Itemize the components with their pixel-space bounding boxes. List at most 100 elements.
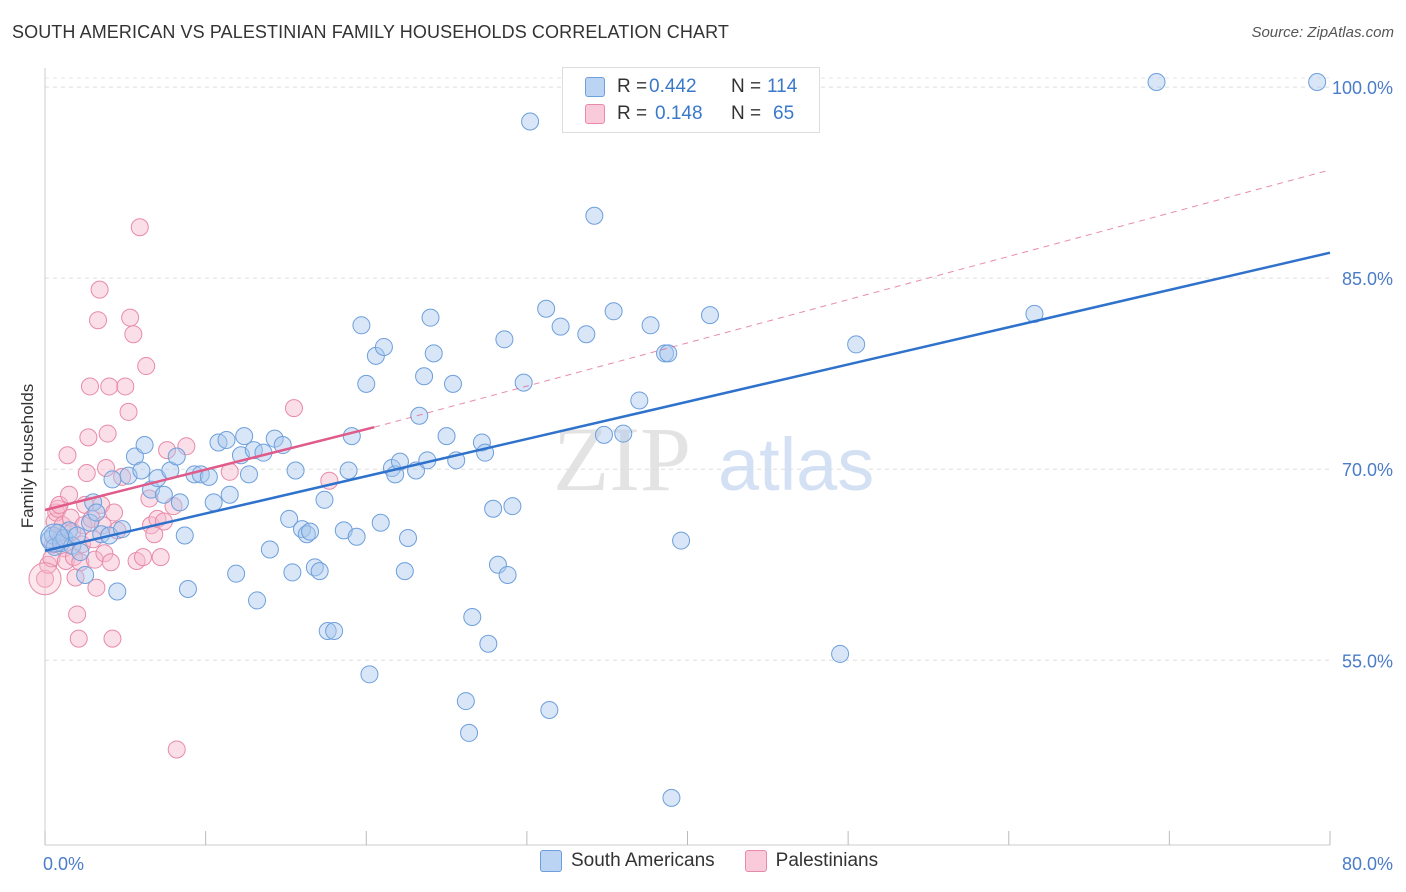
palestinian-point — [101, 553, 120, 572]
y-tick-label: 85.0% — [1342, 269, 1393, 289]
y-tick-label: 70.0% — [1342, 460, 1393, 480]
south-american-point — [352, 316, 371, 335]
legend-swatch-pink — [585, 104, 605, 124]
palestinian-point-cluster — [28, 562, 62, 596]
south-american-point — [360, 665, 379, 684]
south-american-point — [108, 582, 127, 601]
palestinian-point — [89, 311, 108, 330]
source-label: Source: ZipAtlas.com — [1251, 24, 1394, 41]
palestinian-point — [284, 399, 303, 418]
south-american-point — [659, 344, 678, 363]
legend-row-south-americans: R = 0.442 N = 114 — [585, 74, 797, 100]
south-american-point — [175, 526, 194, 545]
south-american-point — [662, 788, 681, 807]
series-legend-palestinians[interactable]: Palestinians — [744, 850, 878, 872]
palestinian-point — [158, 441, 177, 460]
y-tick-label: 55.0% — [1342, 651, 1393, 671]
palestinian-point — [98, 424, 117, 443]
legend-n-value: 65 — [773, 103, 795, 124]
series-legend-south-americans[interactable]: South Americans — [540, 850, 715, 872]
legend-r-value: 0.148 — [655, 103, 703, 124]
watermark-atlas: atlas — [718, 423, 874, 506]
south-american-point — [577, 325, 596, 344]
south-american-point — [297, 525, 316, 544]
palestinian-point — [133, 548, 152, 567]
legend-n-value: 114 — [767, 76, 798, 97]
south-american-point — [614, 424, 633, 443]
south-american-point — [503, 497, 522, 516]
palestinian-point — [60, 485, 79, 504]
legend-r-label: R = — [617, 76, 648, 97]
south-american-point — [672, 531, 691, 550]
y-tick-label: 100.0% — [1332, 78, 1393, 98]
south-american-point — [479, 634, 498, 653]
south-american-point — [318, 622, 337, 641]
south-american-point — [537, 299, 556, 318]
south-american-point — [521, 112, 540, 131]
south-american-point — [399, 529, 418, 548]
palestinian-point — [36, 569, 54, 588]
palestinian-point — [68, 605, 87, 624]
south-american-point — [540, 700, 559, 719]
south-american-point — [167, 447, 186, 466]
y-tick-labels: 55.0% 70.0% 85.0% 100.0% — [1332, 78, 1393, 671]
south-american-point — [286, 461, 305, 480]
palestinian-point — [90, 280, 109, 299]
south-american-point — [585, 206, 604, 225]
series-label-south-americans: South Americans — [571, 850, 715, 871]
south-american-point — [280, 509, 299, 528]
south-american-point — [135, 436, 154, 455]
south-american-point — [170, 493, 189, 512]
south-american-point — [630, 391, 649, 410]
south-american-point — [390, 452, 409, 471]
palestinian-point — [124, 325, 143, 344]
south-american-point — [301, 522, 320, 541]
palestinian-point — [97, 458, 116, 477]
south-american-point-cluster — [40, 523, 70, 553]
x-tick-label: 0.0% — [43, 854, 84, 874]
south-american-point — [415, 367, 434, 386]
south-american-point — [339, 461, 358, 480]
south-american-point — [80, 513, 99, 532]
palestinian-point — [80, 377, 99, 396]
legend-n-label: N = — [731, 76, 762, 97]
south-american-point — [700, 306, 719, 325]
south-americans-points — [40, 73, 1327, 807]
palestinian-point — [151, 548, 170, 567]
palestinian-point — [58, 446, 77, 465]
south-american-point — [217, 430, 236, 449]
palestinian-point — [85, 550, 104, 569]
x-tick-label: 80.0% — [1342, 854, 1393, 874]
legend-swatch-blue — [585, 77, 605, 97]
x-tick-marks — [44, 831, 1331, 845]
palestinian-point — [77, 464, 96, 483]
south-american-point — [220, 485, 239, 504]
south-american-point — [421, 308, 440, 327]
palestinian-point — [103, 629, 122, 648]
south-american-point — [103, 470, 122, 489]
south-american-point — [410, 406, 429, 425]
south-american-point — [374, 337, 393, 356]
south-american-point — [484, 499, 503, 518]
palestinian-point — [69, 629, 88, 648]
palestinian-point — [121, 308, 140, 327]
south-american-point — [154, 485, 173, 504]
south-american-point — [460, 723, 479, 742]
south-american-point — [71, 543, 90, 562]
south-american-point — [1308, 73, 1327, 92]
south-american-point — [310, 562, 329, 581]
south-american-point — [248, 591, 267, 610]
south-american-point — [641, 316, 660, 335]
south-american-point — [437, 427, 456, 446]
y-axis-label: Family Households — [18, 383, 37, 529]
legend-n-label: N = — [731, 103, 762, 124]
south-american-point — [424, 344, 443, 363]
watermark-zip: ZIP — [553, 408, 691, 510]
palestinians-trend-line — [44, 425, 375, 512]
palestinian-point — [140, 489, 159, 508]
south-american-point — [227, 564, 246, 583]
palestinian-point — [137, 357, 156, 376]
south-americans-trend-line — [44, 251, 1331, 552]
legend-r-label: R = — [617, 103, 648, 124]
